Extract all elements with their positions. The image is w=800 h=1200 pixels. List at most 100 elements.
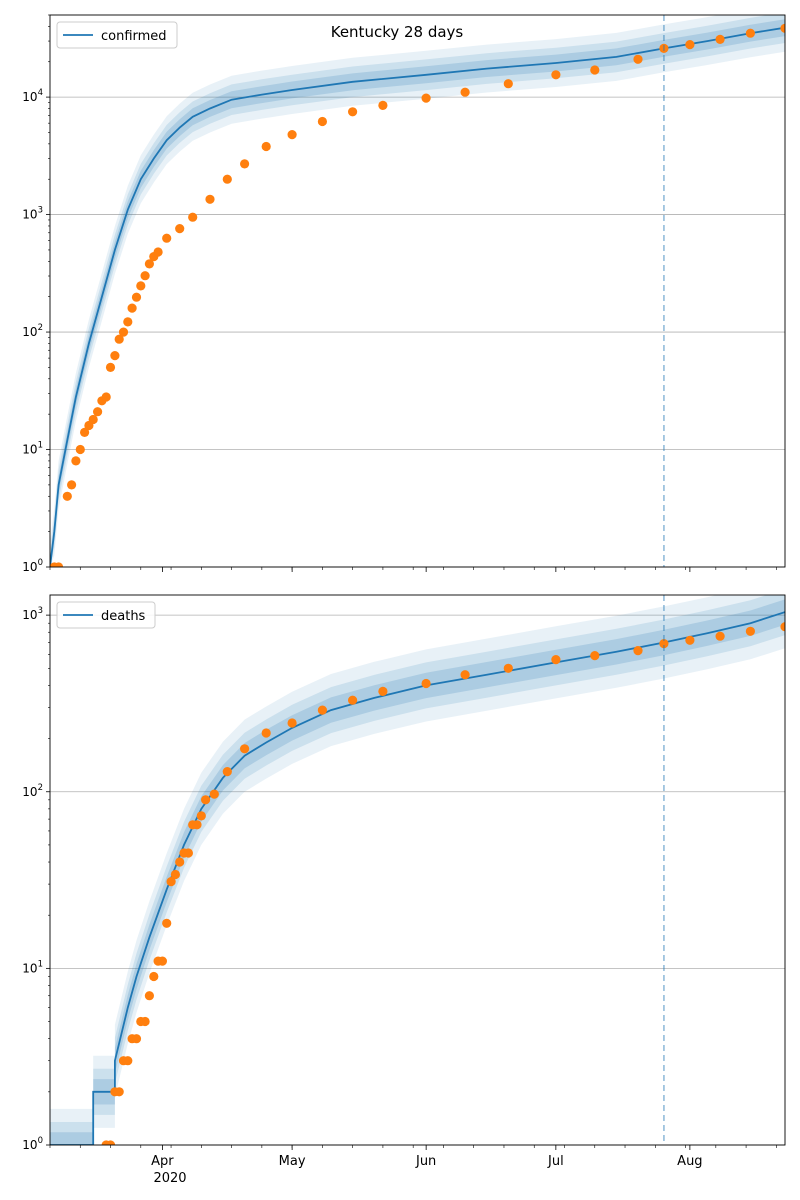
observed-point bbox=[166, 877, 176, 887]
observed-point bbox=[685, 635, 695, 645]
observed-point bbox=[105, 362, 116, 372]
observed-point bbox=[287, 130, 297, 140]
observed-point bbox=[287, 718, 297, 728]
x-tick-label: Aug bbox=[677, 1154, 702, 1169]
y-tick-label: 102 bbox=[22, 323, 43, 339]
observed-point bbox=[110, 351, 120, 361]
observed-point bbox=[140, 1016, 150, 1027]
observed-point bbox=[659, 639, 669, 649]
legend-label: confirmed bbox=[101, 29, 167, 44]
observed-point bbox=[222, 174, 232, 184]
x-tick-label: Apr bbox=[151, 1154, 174, 1169]
observed-point bbox=[71, 456, 81, 466]
observed-point bbox=[201, 795, 211, 805]
observed-point bbox=[123, 1056, 133, 1066]
observed-point bbox=[88, 414, 98, 425]
observed-point bbox=[240, 744, 250, 754]
y-tick-label: 101 bbox=[22, 441, 43, 457]
observed-point bbox=[114, 1087, 124, 1097]
uncertainty-band bbox=[50, 19, 785, 567]
y-tick-label: 103 bbox=[22, 206, 43, 222]
observed-point bbox=[188, 212, 198, 222]
model-line bbox=[50, 611, 785, 1145]
legend: confirmed bbox=[56, 21, 178, 49]
observed-point bbox=[780, 23, 785, 33]
x-tick-label: Jul bbox=[547, 1154, 564, 1169]
observed-point bbox=[162, 918, 172, 928]
observed-point bbox=[157, 956, 167, 966]
model-line bbox=[50, 26, 785, 567]
observed-point bbox=[62, 491, 72, 501]
observed-point bbox=[140, 271, 150, 281]
y-tick-label: 103 bbox=[22, 606, 43, 622]
observed-point bbox=[261, 728, 271, 738]
x-tick-label: Jun bbox=[415, 1154, 436, 1169]
observed-point bbox=[421, 93, 431, 103]
legend: deaths bbox=[56, 601, 156, 629]
observed-point bbox=[175, 857, 185, 867]
observed-point bbox=[317, 116, 327, 127]
observed-point bbox=[633, 54, 643, 64]
observed-point bbox=[196, 811, 206, 821]
observed-point bbox=[715, 34, 725, 45]
observed-point bbox=[183, 848, 193, 858]
observed-point bbox=[93, 407, 103, 417]
y-tick-label: 101 bbox=[22, 959, 43, 975]
observed-point bbox=[685, 40, 695, 50]
observed-point bbox=[745, 28, 756, 38]
observed-point bbox=[153, 247, 163, 257]
observed-point bbox=[205, 194, 215, 204]
observed-point bbox=[590, 65, 600, 75]
observed-point bbox=[745, 626, 756, 636]
y-tick-label: 102 bbox=[22, 783, 43, 799]
observed-point bbox=[317, 705, 327, 715]
observed-point bbox=[170, 869, 180, 880]
x-year-label: 2020 bbox=[153, 1171, 186, 1186]
observed-point bbox=[209, 789, 219, 799]
observed-point bbox=[590, 651, 600, 661]
observed-point bbox=[348, 107, 358, 117]
uncertainty-band bbox=[50, 595, 785, 1145]
axes-frame bbox=[49, 594, 786, 1146]
deaths-panel: 100 101 102 103 Apr May Jun Jul Aug deaths bbox=[22, 594, 786, 1169]
observed-point bbox=[101, 392, 111, 402]
observed-point bbox=[633, 646, 643, 656]
y-tick-label: 100 bbox=[22, 558, 43, 574]
observed-point bbox=[551, 655, 561, 665]
observed-point bbox=[118, 327, 129, 337]
observed-point bbox=[378, 100, 388, 110]
observed-point bbox=[175, 224, 185, 234]
observed-point bbox=[136, 281, 146, 291]
axes-frame bbox=[49, 14, 786, 568]
observed-point bbox=[114, 334, 124, 344]
observed-point bbox=[149, 971, 159, 982]
y-tick-label: 100 bbox=[22, 1136, 43, 1152]
legend-box bbox=[56, 21, 178, 49]
observed-point bbox=[780, 622, 785, 632]
observed-point bbox=[144, 991, 154, 1001]
observed-point bbox=[240, 159, 250, 169]
observed-point bbox=[503, 79, 513, 89]
observed-point bbox=[123, 317, 133, 327]
confirmed-panel: 100 101 102 103 104 confirmed bbox=[22, 14, 786, 574]
observed-point bbox=[421, 678, 431, 689]
observed-point bbox=[460, 670, 470, 680]
observed-point bbox=[131, 1034, 142, 1044]
observed-point bbox=[54, 562, 64, 567]
y-tick-label: 104 bbox=[22, 88, 43, 104]
observed-point bbox=[715, 631, 725, 641]
observed-point bbox=[75, 444, 85, 455]
observed-point bbox=[67, 480, 77, 490]
observed-point bbox=[131, 292, 142, 302]
observed-point bbox=[348, 695, 358, 705]
observed-point bbox=[378, 686, 388, 697]
observed-point bbox=[460, 87, 470, 97]
legend-label: deaths bbox=[101, 609, 146, 624]
x-tick-label: May bbox=[279, 1154, 306, 1169]
observed-point bbox=[222, 767, 232, 777]
observed-point bbox=[80, 427, 90, 437]
observed-point bbox=[261, 141, 271, 152]
uncertainty-band bbox=[50, 595, 785, 1145]
observed-point bbox=[162, 233, 172, 243]
